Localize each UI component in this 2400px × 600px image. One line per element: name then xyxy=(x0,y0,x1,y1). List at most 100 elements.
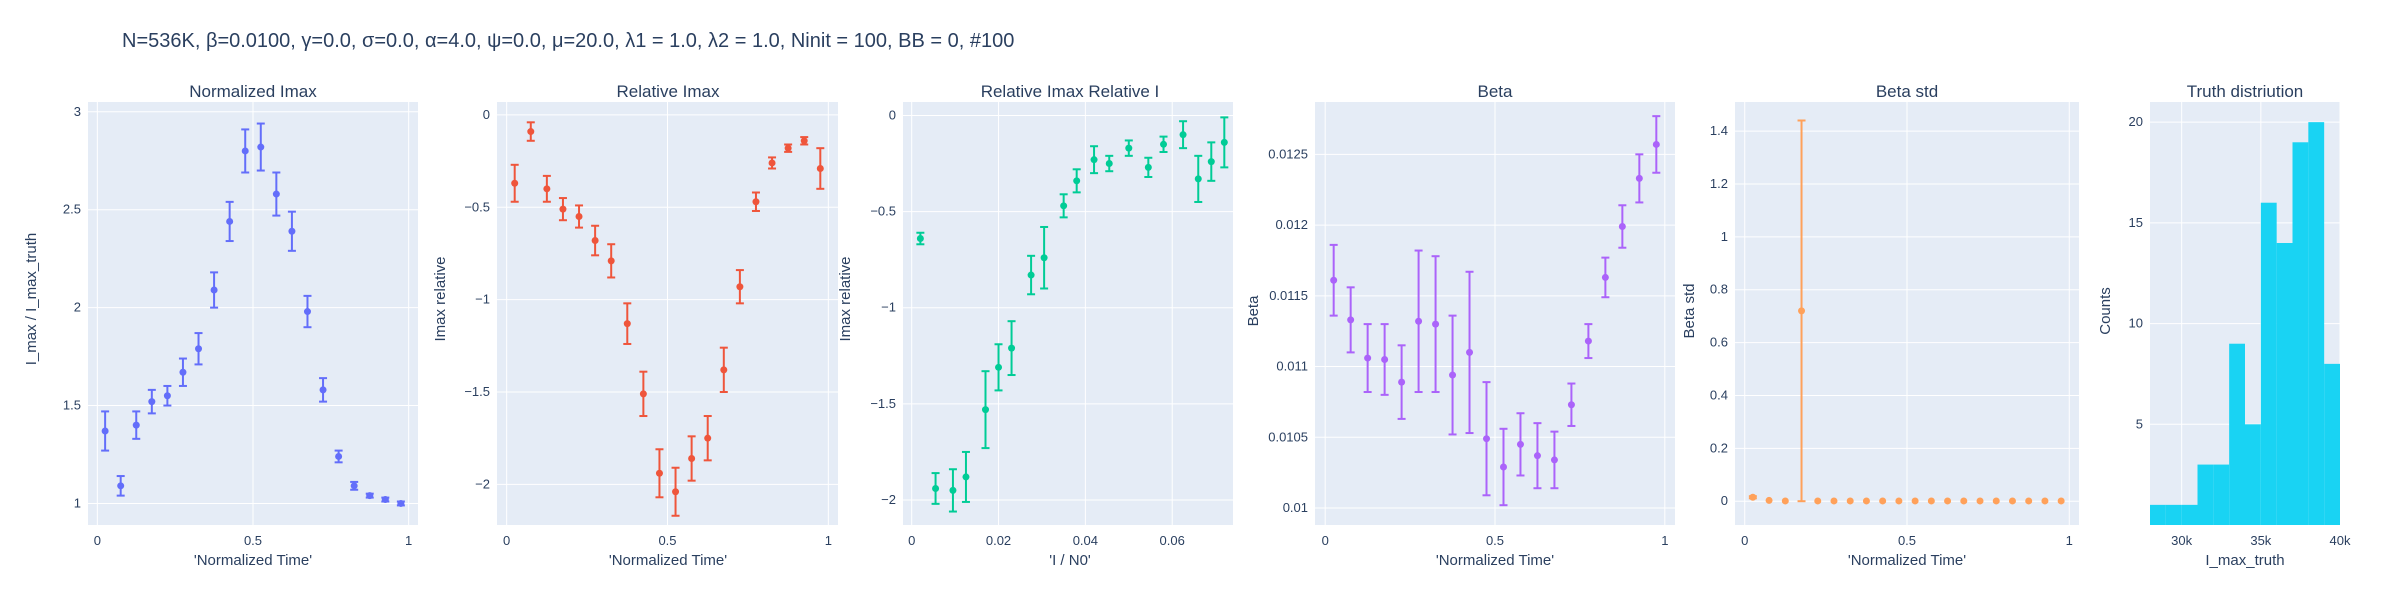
y-tick-label: −1.5 xyxy=(464,384,490,399)
subplot-title: Truth distriution xyxy=(2187,82,2304,101)
data-point xyxy=(1765,496,1773,504)
histogram-bar xyxy=(2260,202,2277,525)
data-point xyxy=(1992,497,2000,505)
y-tick-label: 2.5 xyxy=(63,202,81,217)
data-point xyxy=(736,283,744,291)
data-point xyxy=(1652,140,1660,148)
data-point xyxy=(195,345,203,353)
histogram-bar xyxy=(2150,504,2166,525)
x-tick-label: 0 xyxy=(908,533,915,548)
y-tick-label: −0.5 xyxy=(870,204,896,219)
y-axis-label: Counts xyxy=(2097,287,2114,335)
data-point xyxy=(350,482,358,490)
data-point xyxy=(241,147,249,155)
data-point xyxy=(559,205,567,213)
subplot-beta-std[interactable]: Beta std 0 0.5 1 0 0.2 0.4 0.6 0.8 1 1.2 1.4 'Norm… xyxy=(1681,82,2079,569)
data-point xyxy=(704,434,712,442)
data-point xyxy=(1533,452,1541,460)
data-point xyxy=(1449,371,1457,379)
data-point xyxy=(1105,160,1113,168)
data-point xyxy=(1483,435,1491,443)
data-point xyxy=(1550,456,1558,464)
subplot-beta[interactable]: Beta 0 0.5 1 0.01 0.0105 0.011 0.0115 0.012 0.01… xyxy=(1245,82,1675,569)
y-tick-label: 0.8 xyxy=(1710,282,1728,297)
histogram-bar xyxy=(2165,504,2182,525)
data-point xyxy=(1415,317,1423,325)
subplot-relative-imax[interactable]: Relative Imax 0 0.5 1 −2 −1.5 −1 −0.5 0 'Normal… xyxy=(432,82,838,569)
data-point xyxy=(1862,497,1870,505)
data-point xyxy=(639,390,647,398)
y-tick-label: 0.4 xyxy=(1710,387,1728,402)
data-point xyxy=(397,499,405,507)
data-point xyxy=(752,198,760,206)
x-tick-label: 40k xyxy=(2330,533,2351,548)
histogram-bar xyxy=(2197,464,2214,525)
histogram-bar xyxy=(2324,363,2340,525)
data-point xyxy=(210,286,218,294)
data-point xyxy=(1432,320,1440,328)
data-point xyxy=(1398,378,1406,386)
data-point xyxy=(543,185,551,193)
y-tick-label: 3 xyxy=(74,104,81,119)
data-point xyxy=(117,482,125,490)
x-tick-label: 1 xyxy=(2066,533,2073,548)
y-axis-label: I_max / I_max_truth xyxy=(23,233,40,366)
data-point xyxy=(1160,140,1168,148)
data-point xyxy=(1846,497,1854,505)
x-axis-label: 'Normalized Time' xyxy=(609,552,727,569)
data-point xyxy=(1618,222,1626,230)
y-tick-label: 0.0125 xyxy=(1268,146,1308,161)
y-tick-label: 20 xyxy=(2129,114,2143,129)
data-point xyxy=(607,257,615,265)
y-tick-label: 0 xyxy=(1721,493,1728,508)
data-point xyxy=(1830,497,1838,505)
data-point xyxy=(932,484,940,492)
y-axis-label: Beta xyxy=(1245,295,1262,327)
data-point xyxy=(272,190,280,198)
data-point xyxy=(995,363,1003,371)
data-point xyxy=(1584,337,1592,345)
data-point xyxy=(132,421,140,429)
data-point xyxy=(303,308,311,316)
data-point xyxy=(1895,497,1903,505)
x-tick-label: 0 xyxy=(1741,533,1748,548)
y-tick-label: 0.0105 xyxy=(1268,429,1308,444)
data-point xyxy=(1567,401,1575,409)
data-point xyxy=(1635,174,1643,182)
subplot-normalized-imax[interactable]: Normalized Imax 0 0.5 1 1 1.5 2 2.5 3 'Normaliz… xyxy=(23,82,418,569)
y-tick-label: −0.5 xyxy=(464,199,490,214)
data-point xyxy=(962,473,970,481)
data-point xyxy=(1781,497,1789,505)
data-point xyxy=(2008,497,2016,505)
x-tick-label: 0 xyxy=(503,533,510,548)
y-tick-label: 1.2 xyxy=(1710,176,1728,191)
x-tick-label: 0.5 xyxy=(658,533,676,548)
subplot-relative-imax-relative-i[interactable]: Relative Imax Relative I 0 0.02 0.04 0.06 −2… xyxy=(837,82,1233,569)
data-point xyxy=(1008,344,1016,352)
y-tick-label: 0.012 xyxy=(1275,217,1308,232)
data-point xyxy=(1073,177,1081,185)
data-point xyxy=(949,486,957,494)
x-axis-label: 'Normalized Time' xyxy=(1848,552,1966,569)
histogram-bar xyxy=(2229,343,2245,525)
data-point xyxy=(1220,138,1228,146)
y-tick-label: 0.011 xyxy=(1276,359,1308,374)
data-point xyxy=(1927,497,1935,505)
data-point xyxy=(768,159,776,167)
data-point xyxy=(816,164,824,172)
data-point xyxy=(1798,307,1806,315)
data-point xyxy=(1466,348,1474,356)
histogram-bar xyxy=(2276,243,2293,525)
y-axis-label: Beta std xyxy=(1681,283,1698,338)
subplot-title: Relative Imax Relative I xyxy=(981,82,1160,101)
data-point xyxy=(288,227,296,235)
subplot-truth-distribution[interactable]: Truth distriution 30k 35k 40k 5 10 15 20 I_max… xyxy=(2097,82,2351,569)
x-tick-label: 0.5 xyxy=(1898,533,1916,548)
data-point xyxy=(1960,497,1968,505)
data-point xyxy=(1194,175,1202,183)
data-point xyxy=(511,179,519,187)
data-point xyxy=(1125,144,1133,152)
data-point xyxy=(1911,497,1919,505)
data-point xyxy=(1090,156,1098,164)
data-point xyxy=(527,128,535,136)
